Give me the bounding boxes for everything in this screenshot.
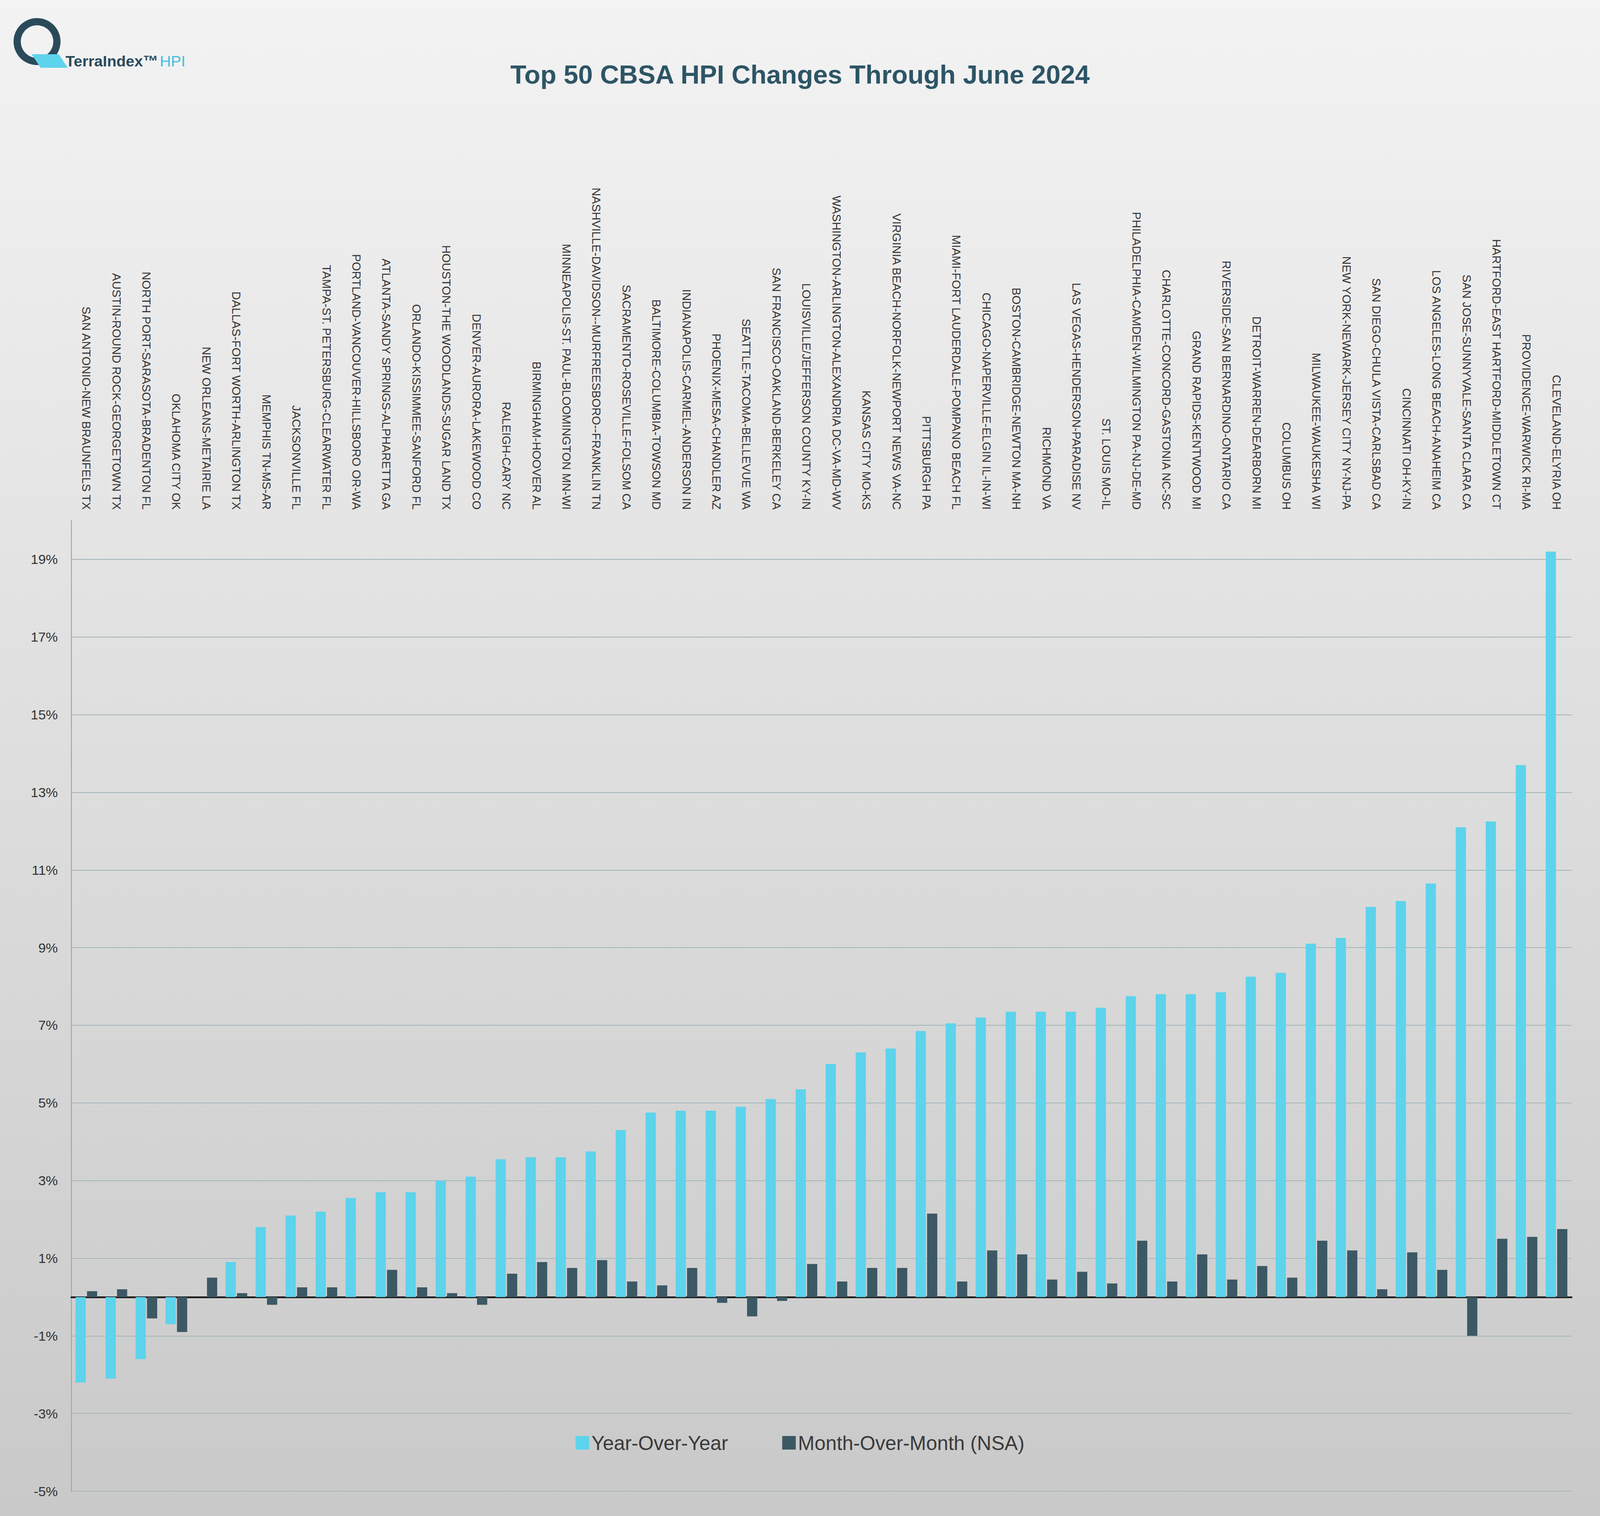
svg-text:PORTLAND-VANCOUVER-HILLSBORO O: PORTLAND-VANCOUVER-HILLSBORO OR-WA — [349, 253, 364, 510]
svg-text:SAN DIEGO-CHULA VISTA-CARLSBAD: SAN DIEGO-CHULA VISTA-CARLSBAD CA — [1369, 278, 1384, 510]
svg-text:-1%: -1% — [33, 1328, 58, 1343]
svg-text:DENVER-AURORA-LAKEWOOD CO: DENVER-AURORA-LAKEWOOD CO — [469, 313, 484, 510]
svg-text:TerraIndex™: TerraIndex™ — [65, 52, 159, 70]
svg-text:ORLANDO-KISSIMMEE-SANFORD FL: ORLANDO-KISSIMMEE-SANFORD FL — [409, 304, 424, 510]
svg-text:LOS ANGELES-LONG BEACH-ANAHEIM: LOS ANGELES-LONG BEACH-ANAHEIM CA — [1429, 270, 1444, 510]
svg-text:Top 50 CBSA HPI Changes Throug: Top 50 CBSA HPI Changes Through June 202… — [510, 59, 1091, 89]
svg-text:-5%: -5% — [33, 1483, 58, 1499]
svg-text:VIRGINIA BEACH-NORFOLK-NEWPORT: VIRGINIA BEACH-NORFOLK-NEWPORT NEWS VA-N… — [889, 213, 904, 510]
svg-text:NORTH PORT-SARASOTA-BRADENTON: NORTH PORT-SARASOTA-BRADENTON FL — [139, 271, 154, 510]
svg-text:PHILADELPHIA-CAMDEN-WILMINGTON: PHILADELPHIA-CAMDEN-WILMINGTON PA-NJ-DE-… — [1129, 211, 1144, 510]
svg-text:5%: 5% — [38, 1094, 58, 1110]
svg-text:NASHVILLE-DAVIDSON--MURFREESBO: NASHVILLE-DAVIDSON--MURFREESBORO--FRANKL… — [589, 187, 604, 510]
svg-text:WASHINGTON-ARLINGTON-ALEXANDRI: WASHINGTON-ARLINGTON-ALEXANDRIA DC-VA-MD… — [829, 195, 844, 510]
svg-text:SAN ANTONIO-NEW BRAUNFELS TX: SAN ANTONIO-NEW BRAUNFELS TX — [79, 306, 94, 510]
svg-text:19%: 19% — [30, 551, 58, 567]
svg-text:JACKSONVILLE FL: JACKSONVILLE FL — [289, 405, 304, 510]
svg-text:COLUMBUS OH: COLUMBUS OH — [1279, 421, 1294, 510]
svg-text:PITTSBURGH PA: PITTSBURGH PA — [919, 415, 934, 510]
svg-text:CLEVELAND-ELYRIA OH: CLEVELAND-ELYRIA OH — [1549, 374, 1564, 510]
svg-text:BOSTON-CAMBRIDGE-NEWTON MA-NH: BOSTON-CAMBRIDGE-NEWTON MA-NH — [1009, 287, 1024, 510]
svg-text:MEMPHIS TN-MS-AR: MEMPHIS TN-MS-AR — [259, 394, 274, 510]
svg-text:CHICAGO-NAPERVILLE-ELGIN IL-IN: CHICAGO-NAPERVILLE-ELGIN IL-IN-WI — [979, 292, 994, 510]
svg-text:PHOENIX-MESA-CHANDLER AZ: PHOENIX-MESA-CHANDLER AZ — [709, 333, 724, 510]
svg-text:HOUSTON-THE WOODLANDS-SUGAR LA: HOUSTON-THE WOODLANDS-SUGAR LAND TX — [439, 244, 454, 510]
svg-text:RICHMOND VA: RICHMOND VA — [1039, 426, 1054, 510]
svg-text:PROVIDENCE-WARWICK RI-MA: PROVIDENCE-WARWICK RI-MA — [1519, 333, 1534, 510]
svg-text:NEW YORK-NEWARK-JERSEY CITY NY: NEW YORK-NEWARK-JERSEY CITY NY-NJ-PA — [1339, 256, 1354, 510]
svg-text:1%: 1% — [38, 1250, 58, 1266]
svg-text:3%: 3% — [38, 1172, 58, 1188]
svg-text:SAN JOSE-SUNNYVALE-SANTA CLARA: SAN JOSE-SUNNYVALE-SANTA CLARA CA — [1459, 274, 1474, 510]
svg-text:NEW ORLEANS-METAIRIE LA: NEW ORLEANS-METAIRIE LA — [199, 346, 214, 510]
svg-text:INDIANAPOLIS-CARMEL-ANDERSON I: INDIANAPOLIS-CARMEL-ANDERSON IN — [679, 289, 694, 510]
svg-text:-3%: -3% — [33, 1405, 58, 1421]
svg-text:SAN FRANCISCO-OAKLAND-BERKELEY: SAN FRANCISCO-OAKLAND-BERKELEY CA — [769, 267, 784, 510]
svg-text:DETROIT-WARREN-DEARBORN MI: DETROIT-WARREN-DEARBORN MI — [1249, 316, 1264, 510]
svg-text:ST. LOUIS MO-IL: ST. LOUIS MO-IL — [1099, 418, 1114, 510]
svg-text:AUSTIN-ROUND ROCK-GEORGETOWN T: AUSTIN-ROUND ROCK-GEORGETOWN TX — [109, 273, 124, 510]
svg-text:MIAMI-FORT LAUDERDALE-POMPANO: MIAMI-FORT LAUDERDALE-POMPANO BEACH FL — [949, 234, 964, 510]
svg-text:11%: 11% — [31, 862, 58, 878]
svg-text:17%: 17% — [30, 629, 58, 645]
svg-text:SEATTLE-TACOMA-BELLEVUE WA: SEATTLE-TACOMA-BELLEVUE WA — [739, 318, 754, 510]
svg-text:MILWAUKEE-WAUKESHA WI: MILWAUKEE-WAUKESHA WI — [1309, 352, 1324, 510]
svg-text:LOUISVILLE/JEFFERSON COUNTY KY: LOUISVILLE/JEFFERSON COUNTY KY-IN — [799, 283, 814, 510]
svg-text:RIVERSIDE-SAN BERNARDINO-ONTAR: RIVERSIDE-SAN BERNARDINO-ONTARIO CA — [1219, 260, 1234, 510]
svg-text:BIRMINGHAM-HOOVER AL: BIRMINGHAM-HOOVER AL — [529, 361, 544, 510]
svg-text:OKLAHOMA CITY OK: OKLAHOMA CITY OK — [169, 393, 183, 510]
svg-text:HPI: HPI — [159, 52, 186, 70]
svg-text:RALEIGH-CARY NC: RALEIGH-CARY NC — [499, 401, 514, 510]
svg-text:Month-Over-Month (NSA): Month-Over-Month (NSA) — [798, 1431, 1025, 1454]
svg-text:Year-Over-Year: Year-Over-Year — [591, 1431, 728, 1454]
svg-text:KANSAS CITY MO-KS: KANSAS CITY MO-KS — [859, 390, 874, 510]
svg-text:9%: 9% — [38, 940, 58, 955]
svg-text:GRAND RAPIDS-KENTWOOD MI: GRAND RAPIDS-KENTWOOD MI — [1189, 330, 1204, 510]
svg-text:ATLANTA-SANDY SPRINGS-ALPHARET: ATLANTA-SANDY SPRINGS-ALPHARETTA GA — [379, 258, 393, 510]
svg-text:BALTIMORE-COLUMBIA-TOWSON MD: BALTIMORE-COLUMBIA-TOWSON MD — [649, 299, 664, 510]
svg-text:LAS VEGAS-HENDERSON-PARADISE N: LAS VEGAS-HENDERSON-PARADISE NV — [1069, 282, 1084, 510]
svg-text:SACRAMENTO-ROSEVILLE-FOLSOM CA: SACRAMENTO-ROSEVILLE-FOLSOM CA — [619, 284, 634, 510]
svg-text:TAMPA-ST. PETERSBURG-CLEARWATE: TAMPA-ST. PETERSBURG-CLEARWATER FL — [319, 264, 334, 510]
svg-text:7%: 7% — [38, 1017, 58, 1033]
svg-text:MINNEAPOLIS-ST. PAUL-BLOOMINGT: MINNEAPOLIS-ST. PAUL-BLOOMINGTON MN-WI — [559, 243, 574, 510]
svg-text:DALLAS-FORT WORTH-ARLINGTON TX: DALLAS-FORT WORTH-ARLINGTON TX — [229, 291, 244, 510]
svg-text:13%: 13% — [30, 784, 58, 800]
svg-text:CHARLOTTE-CONCORD-GASTONIA NC-: CHARLOTTE-CONCORD-GASTONIA NC-SC — [1159, 269, 1174, 510]
svg-text:15%: 15% — [30, 706, 58, 722]
svg-text:CINCINNATI OH-KY-IN: CINCINNATI OH-KY-IN — [1399, 388, 1414, 510]
svg-text:HARTFORD-EAST HARTFORD-MIDDLET: HARTFORD-EAST HARTFORD-MIDDLETOWN CT — [1489, 238, 1504, 510]
